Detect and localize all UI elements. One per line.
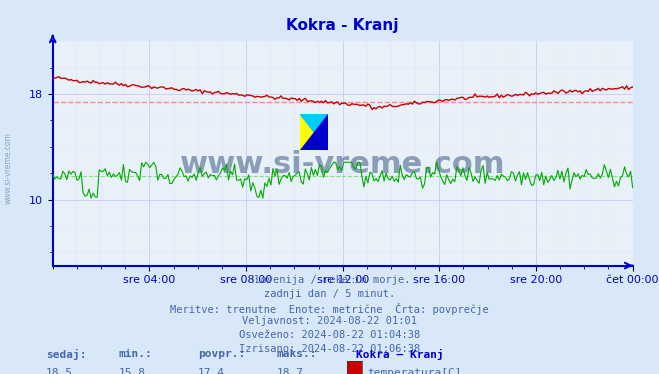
- Title: Kokra - Kranj: Kokra - Kranj: [287, 18, 399, 33]
- Polygon shape: [300, 114, 328, 150]
- Text: sedaj:: sedaj:: [46, 349, 86, 359]
- Text: min.:: min.:: [119, 349, 152, 359]
- Text: Osveženo: 2024-08-22 01:04:38: Osveženo: 2024-08-22 01:04:38: [239, 330, 420, 340]
- Text: maks.:: maks.:: [277, 349, 317, 359]
- Text: Slovenija / reke in morje.: Slovenija / reke in morje.: [248, 275, 411, 285]
- Text: 18,7: 18,7: [277, 368, 304, 374]
- Text: www.si-vreme.com: www.si-vreme.com: [180, 150, 505, 179]
- Text: povpr.:: povpr.:: [198, 349, 245, 359]
- Text: 17,4: 17,4: [198, 368, 225, 374]
- Text: www.si-vreme.com: www.si-vreme.com: [4, 132, 13, 204]
- Text: zadnji dan / 5 minut.: zadnji dan / 5 minut.: [264, 289, 395, 299]
- Text: Izrisano: 2024-08-22 01:06:38: Izrisano: 2024-08-22 01:06:38: [239, 344, 420, 354]
- Polygon shape: [300, 114, 328, 150]
- Text: Veljavnost: 2024-08-22 01:01: Veljavnost: 2024-08-22 01:01: [242, 316, 417, 327]
- Text: Meritve: trenutne  Enote: metrične  Črta: povprečje: Meritve: trenutne Enote: metrične Črta: …: [170, 303, 489, 315]
- Text: 15,8: 15,8: [119, 368, 146, 374]
- Text: Kokra – Kranj: Kokra – Kranj: [356, 349, 444, 359]
- Text: temperatura[C]: temperatura[C]: [368, 368, 462, 374]
- Text: 18,5: 18,5: [46, 368, 73, 374]
